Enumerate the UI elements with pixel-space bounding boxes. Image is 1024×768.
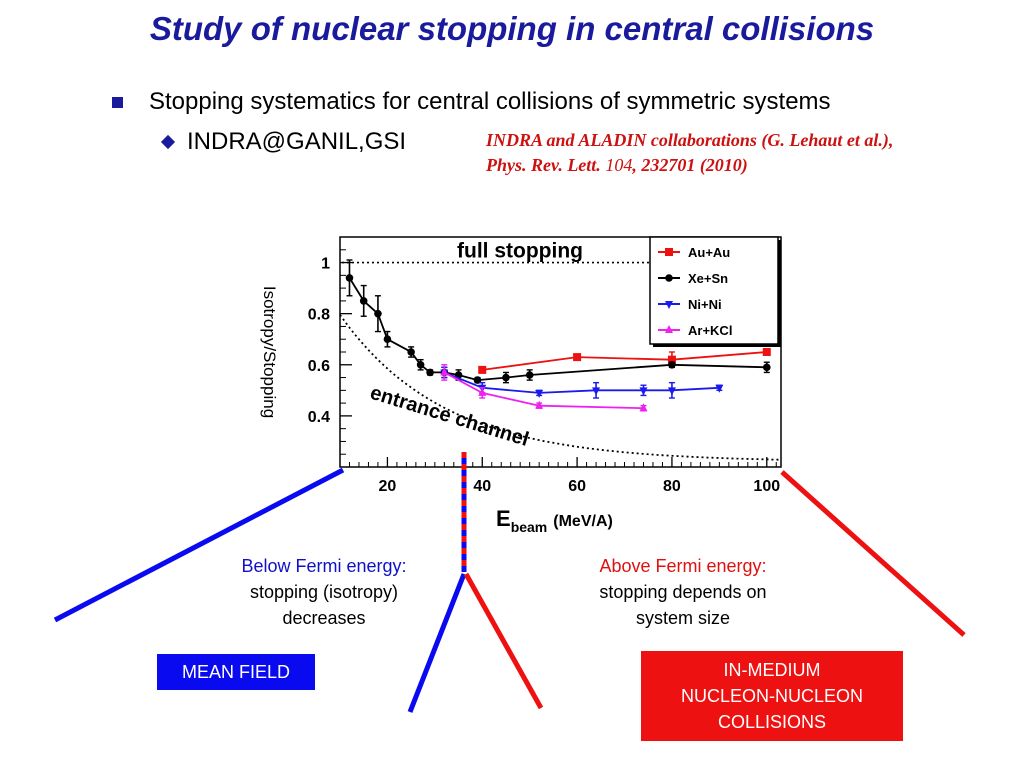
plot-axes: 20 40 60 80 100 0.4 0.6 0.8 1 Isotropy/Stopping Eb… — [260, 249, 780, 535]
series-line — [348, 277, 767, 382]
circle-marker — [502, 373, 510, 382]
legend-label: Ar+KCl — [688, 323, 732, 338]
bullet-text: Stopping systematics for central collisi… — [149, 88, 831, 115]
bullet-text: INDRA@GANIL,GSI — [187, 128, 407, 155]
nn-collisions-line-1: IN-MEDIUM — [723, 660, 821, 680]
entrance-channel-curve — [339, 314, 782, 461]
branch-lines — [53, 452, 966, 713]
square-marker — [478, 365, 487, 374]
circle-marker — [525, 371, 534, 379]
triangle-up-marker — [639, 403, 648, 412]
circle-marker — [665, 274, 673, 282]
citation: INDRA and ALADIN collaborations (G. Leha… — [486, 128, 1016, 178]
citation-pages-year: , 232701 (2010) — [632, 155, 748, 175]
square-marker — [667, 355, 676, 364]
circle-marker — [345, 274, 354, 282]
citation-journal: Phys. Rev. Lett. — [486, 155, 601, 175]
citation-volume: 104 — [605, 155, 633, 175]
slide-title: Study of nuclear stopping in central col… — [149, 10, 875, 47]
circle-marker — [407, 348, 415, 356]
mean-field-box: MEAN FIELD — [157, 654, 315, 690]
circle-marker — [359, 297, 368, 305]
x-tick-label: 20 — [379, 478, 397, 495]
circle-marker — [383, 335, 392, 344]
above-fermi-line-1: stopping depends on — [599, 582, 767, 602]
x-axis-label: Ebeam (MeV/A) — [496, 506, 613, 535]
square-marker — [762, 348, 771, 356]
series-line — [443, 371, 644, 410]
above-fermi-line-2: system size — [635, 608, 731, 628]
circle-marker — [668, 360, 676, 369]
triangle-up-marker — [535, 400, 544, 409]
triangle-down-marker — [715, 384, 724, 393]
above-fermi-note: Above Fermi energy: stopping depends on … — [568, 553, 798, 631]
legend-label: Ni+Ni — [688, 297, 722, 312]
square-bullet-icon — [112, 96, 123, 108]
triangle-up-marker — [440, 367, 449, 376]
above-fermi-heading: Above Fermi energy: — [599, 556, 767, 576]
square-marker — [665, 248, 673, 256]
circle-marker — [426, 368, 434, 377]
red-branch-right — [780, 470, 966, 637]
below-fermi-heading: Below Fermi energy: — [241, 556, 407, 576]
x-tick-label: 60 — [568, 478, 586, 495]
series-ar-kcl — [440, 364, 648, 412]
triangle-up-marker — [665, 325, 673, 333]
legend-label: Xe+Sn — [688, 271, 728, 286]
red-branch-down — [463, 572, 544, 710]
full-stopping-label: full stopping — [457, 240, 583, 263]
nn-collisions-line-3: COLLISIONS — [717, 712, 827, 732]
circle-marker — [416, 360, 425, 369]
x-tick-label: 40 — [473, 478, 491, 495]
legend-box — [649, 236, 779, 345]
nn-collisions-line-2: NUCLEON-NUCLEON — [680, 686, 864, 706]
blue-branch-down — [407, 573, 467, 713]
y-axis-label: Isotropy/Stopping — [260, 286, 279, 418]
legend-label: Au+Au — [688, 245, 730, 260]
y-tick-label: 0.6 — [308, 358, 330, 375]
bullet-level-1: Stopping systematics for central collisi… — [112, 88, 831, 116]
nn-collisions-box: IN-MEDIUM NUCLEON-NUCLEON COLLISIONS — [641, 651, 903, 741]
y-tick-label: 0.4 — [308, 409, 330, 426]
y-tick-label: 0.8 — [308, 307, 330, 324]
triangle-down-marker — [592, 387, 601, 396]
citation-line-2: Phys. Rev. Lett. 104, 232701 (2010) — [486, 153, 1016, 178]
series-line — [482, 351, 767, 371]
legend: Au+Au Xe+Sn Ni+Ni Ar+KCl — [649, 236, 781, 347]
triangle-down-marker — [535, 389, 544, 398]
triangle-up-marker — [478, 387, 487, 396]
circle-marker — [762, 363, 771, 372]
bullet-level-2: INDRA@GANIL,GSI — [160, 128, 407, 156]
blue-branch-left — [53, 467, 345, 623]
triangle-down-marker — [639, 387, 648, 396]
x-tick-label: 80 — [663, 478, 681, 495]
y-tick-label: 1 — [321, 256, 330, 273]
below-fermi-line-2: decreases — [282, 608, 366, 628]
square-marker — [573, 353, 582, 362]
data-series — [345, 259, 771, 412]
triangle-down-marker — [667, 387, 676, 396]
triangle-down-marker — [665, 301, 673, 309]
citation-line-1: INDRA and ALADIN collaborations (G. Leha… — [486, 130, 894, 150]
circle-marker — [374, 309, 382, 318]
below-fermi-line-1: stopping (isotropy) — [249, 582, 399, 602]
x-tick-label: 100 — [753, 478, 780, 495]
below-fermi-note: Below Fermi energy: stopping (isotropy) … — [212, 553, 436, 631]
series-au-au — [478, 348, 771, 374]
